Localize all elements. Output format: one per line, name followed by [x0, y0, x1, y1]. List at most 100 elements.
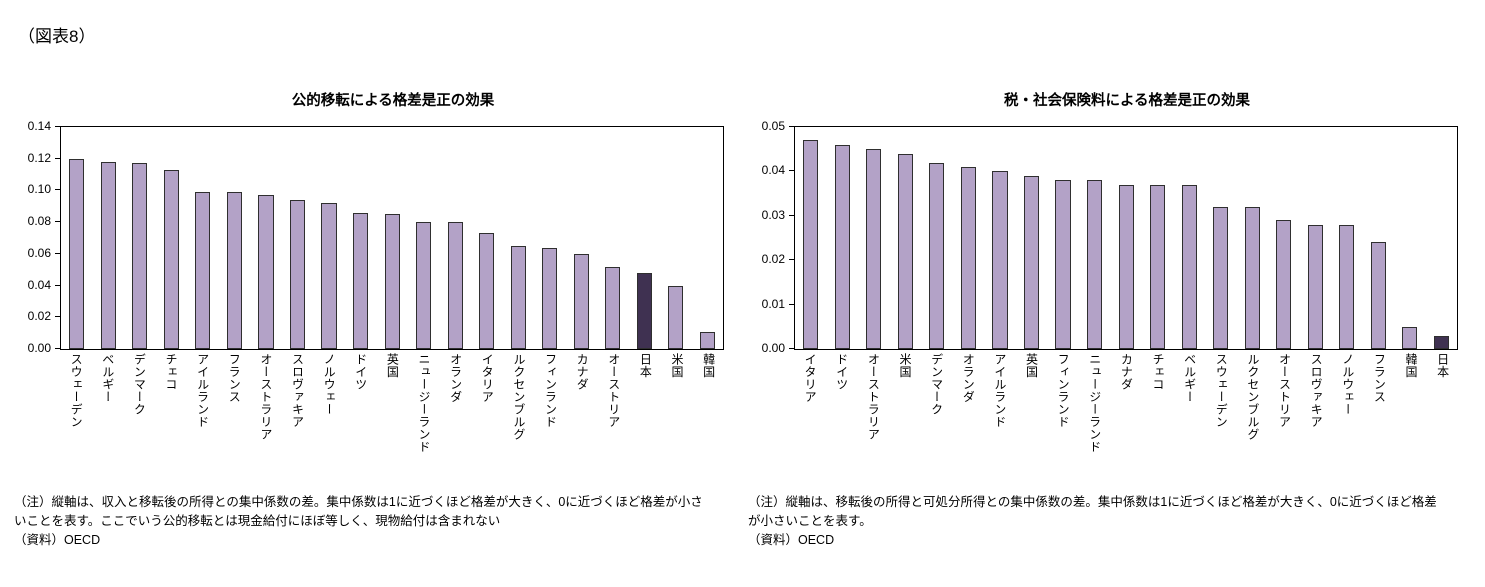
x-axis-label-text: デンマーク [132, 353, 147, 416]
x-axis-label-text: カナダ [575, 353, 590, 391]
y-tick-label: 0.12 [27, 150, 61, 165]
bar-ルクセンブルグ [510, 245, 526, 349]
bar-韓国 [1402, 326, 1418, 349]
chart-public-transfers: 公的移転による格差是正の効果 0.00 0.02 0.04 0.06 0.08 0.10 0… [12, 89, 724, 549]
bar-アイルランド [992, 171, 1008, 349]
y-tick-label: 0.04 [27, 277, 61, 292]
bar-slot [1331, 127, 1363, 349]
chart-title: 公的移転による格差是正の効果 [291, 93, 495, 109]
bar-ドイツ [834, 144, 850, 349]
bar-slot [93, 127, 125, 349]
x-axis-label-text: チェコ [1150, 353, 1165, 391]
bar-slot [795, 127, 827, 349]
x-axis-label: 日本 [1427, 353, 1459, 485]
x-axis-label-text: 韓国 [1403, 353, 1418, 378]
chart-title: 税・社会保険料による格差是正の効果 [1003, 93, 1251, 109]
x-axis-label-text: スウェーデン [69, 353, 84, 428]
bar-ニュージーランド [416, 222, 432, 349]
bar-slot [439, 127, 471, 349]
bar-米国 [668, 285, 684, 349]
x-axis-label: オーストラリア [250, 353, 282, 485]
x-axis-label: チェコ [155, 353, 187, 485]
bar-slot [156, 127, 188, 349]
y-tick-label: 0.02 [761, 252, 795, 267]
x-axis-label: ドイツ [345, 353, 377, 485]
bar-slot [660, 127, 692, 349]
bar-slot [282, 127, 314, 349]
y-tick-label: 0.02 [27, 309, 61, 324]
bar-slot [1363, 127, 1395, 349]
chart-note: （注）縦軸は、収入と移転後の所得との集中係数の差。集中係数は1に近づくほど格差が… [14, 495, 703, 528]
bar-slot [629, 127, 661, 349]
x-axis-label-text: オランダ [961, 353, 976, 403]
x-axis-label-text: 韓国 [701, 353, 716, 378]
x-axis-label: オーストラリア [857, 353, 889, 485]
bar-フランス [226, 192, 242, 349]
x-axis-label-text: 米国 [897, 353, 912, 378]
bar-フランス [1370, 242, 1386, 349]
bar-slot [1173, 127, 1205, 349]
x-axis-label-text: フランス [227, 353, 242, 403]
bar-スロヴァキア [1307, 224, 1323, 349]
bar-slot [984, 127, 1016, 349]
x-axis-label: 英国 [376, 353, 408, 485]
x-axis-label: スウェーデン [60, 353, 92, 485]
bar-韓国 [699, 331, 715, 349]
x-axis-label-text: ニュージーランド [416, 353, 431, 453]
bar-slot [1236, 127, 1268, 349]
x-axis-label: オーストリア [598, 353, 630, 485]
y-tick-label: 0.01 [761, 296, 795, 311]
bar-slot [345, 127, 377, 349]
chart-tax-social-insurance: 税・社会保険料による格差是正の効果 0.00 0.01 0.02 0.03 0.04 0.… [746, 89, 1458, 549]
x-axis-label: デンマーク [921, 353, 953, 485]
x-axis-label: スロヴァキア [1300, 353, 1332, 485]
x-axis-label: 韓国 [1395, 353, 1427, 485]
x-axis-label-text: フィンランド [543, 353, 558, 428]
bar-slot [376, 127, 408, 349]
bar-slot [953, 127, 985, 349]
x-axis-label-text: ドイツ [353, 353, 368, 391]
bar-オランダ [447, 222, 463, 349]
bar-slot [534, 127, 566, 349]
y-tick-label: 0.05 [761, 119, 795, 133]
x-axis-labels: イタリア ドイツ オーストラリア 米国 デンマーク オランダ アイルランド 英国 フィンランド ニ… [794, 353, 1458, 485]
x-axis-label: イタリア [794, 353, 826, 485]
x-axis-label-text: フィンランド [1056, 353, 1071, 428]
y-tick-label: 0.04 [761, 163, 795, 178]
chart-source: （資料）OECD [748, 532, 835, 547]
y-axis: 0.00 0.02 0.04 0.06 0.08 0.10 0.12 0.14 [12, 120, 61, 354]
bar-slot [858, 127, 890, 349]
x-axis-label: 日本 [629, 353, 661, 485]
x-axis-label: アイルランド [984, 353, 1016, 485]
bar-アイルランド [195, 192, 211, 349]
y-tick-label: 0.14 [27, 119, 61, 133]
bar-イタリア [803, 140, 819, 349]
bar-slot [827, 127, 859, 349]
x-axis-label-text: アイルランド [992, 353, 1007, 428]
x-axis-label: フィンランド [1047, 353, 1079, 485]
plot-area [794, 126, 1458, 350]
bar-オランダ [960, 166, 976, 349]
x-axis-label: 英国 [1015, 353, 1047, 485]
x-axis-label-text: ニュージーランド [1087, 353, 1102, 453]
x-axis-label-text: オランダ [448, 353, 463, 403]
chart-body: 0.00 0.02 0.04 0.06 0.08 0.10 0.12 0.14 スウェーデン ベ… [12, 120, 724, 485]
x-axis-label-text: ドイツ [834, 353, 849, 391]
bar-スロヴァキア [289, 199, 306, 349]
x-axis-label: アイルランド [187, 353, 219, 485]
bar-カナダ [573, 253, 589, 349]
x-axis-label: オーストリア [1268, 353, 1300, 485]
x-axis-label-text: 日本 [1435, 353, 1450, 378]
bar-英国 [384, 214, 400, 349]
bar-オーストリア [1276, 220, 1292, 349]
bar-フィンランド [542, 247, 558, 349]
plot-wrap: イタリア ドイツ オーストラリア 米国 デンマーク オランダ アイルランド 英国 フィンランド ニ… [794, 126, 1458, 485]
bar-イタリア [479, 233, 495, 349]
bar-チェコ [1150, 184, 1166, 349]
x-axis-label-text: オーストリア [606, 353, 621, 428]
bar-slot [187, 127, 219, 349]
y-tick-label: 0.10 [27, 182, 61, 197]
bar-slot [890, 127, 922, 349]
x-axis-label-text: スウェーデン [1214, 353, 1229, 428]
x-axis-label: ドイツ [826, 353, 858, 485]
